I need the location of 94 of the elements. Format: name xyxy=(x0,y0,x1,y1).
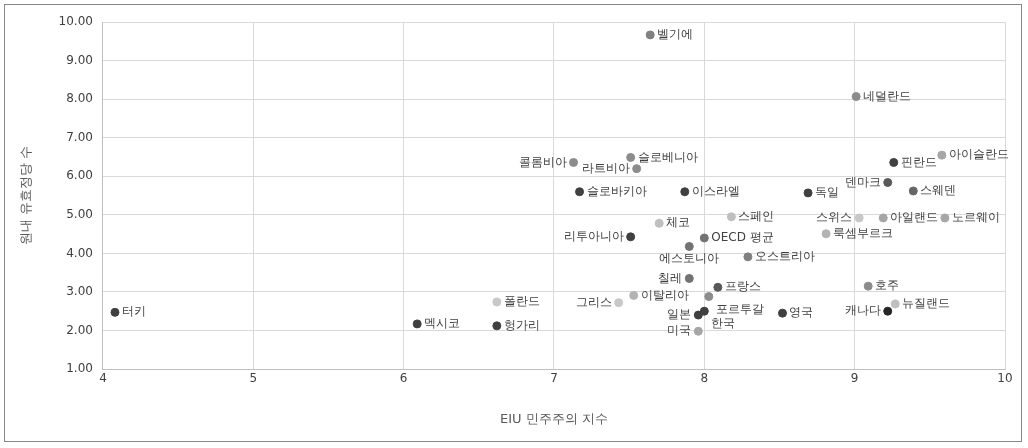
y-tick-label: 7.00 xyxy=(66,129,93,144)
annotation: 한국 xyxy=(711,316,736,331)
annotation: 터키 xyxy=(121,304,146,319)
point xyxy=(693,326,703,336)
point xyxy=(863,281,873,291)
annotation: 미국 xyxy=(667,323,692,338)
annotation: 벨기에 xyxy=(657,27,694,42)
annotation: 덴마크 xyxy=(844,174,881,189)
annotation: 폴란드 xyxy=(503,294,540,309)
point xyxy=(614,298,624,308)
annotation: 라트비아 xyxy=(581,160,630,175)
annotation: 노르웨이 xyxy=(951,210,1000,225)
annotation: 캐나다 xyxy=(844,303,881,318)
annotation: 리투아니아 xyxy=(563,228,624,243)
annotation: 프랑스 xyxy=(724,279,761,294)
point xyxy=(654,218,664,228)
point xyxy=(854,213,864,223)
y-tick-label: 10.00 xyxy=(58,14,93,29)
point xyxy=(626,232,636,242)
y-tick-label: 3.00 xyxy=(66,284,93,299)
point xyxy=(713,282,723,292)
point xyxy=(851,92,861,102)
point xyxy=(726,212,736,222)
y-tick-label: 5.00 xyxy=(66,206,93,221)
x-tick-label: 7 xyxy=(550,371,558,386)
annotation: 이탈리아 xyxy=(640,287,689,302)
point xyxy=(704,292,714,302)
x-tick-label: 8 xyxy=(700,371,709,386)
annotation: 독일 xyxy=(815,185,840,200)
annotation: 그리스 xyxy=(575,294,612,309)
point xyxy=(940,213,950,223)
annotation: 스페인 xyxy=(738,208,775,223)
point xyxy=(575,187,585,197)
point xyxy=(699,233,709,243)
point xyxy=(821,229,831,239)
x-tick-label: 6 xyxy=(399,371,408,386)
point xyxy=(110,307,120,317)
y-tick-label: 1.00 xyxy=(66,361,93,376)
x-tick-label: 9 xyxy=(850,371,859,386)
annotation: 에스토니아 xyxy=(659,251,720,266)
annotation: 슬로베니아 xyxy=(637,149,698,164)
point xyxy=(693,310,703,320)
annotation: 아이슬란드 xyxy=(948,147,1009,162)
point xyxy=(883,306,893,316)
point xyxy=(889,157,899,167)
annotation: 헝가리 xyxy=(503,317,540,332)
annotation: 호주 xyxy=(875,278,900,293)
annotation: 뉴질랜드 xyxy=(902,296,951,310)
annotation: 핀란드 xyxy=(900,154,937,169)
annotation: 스위스 xyxy=(816,210,853,225)
annotation: 콜롬비아 xyxy=(518,154,567,169)
annotation: 오스트리아 xyxy=(754,248,815,263)
point xyxy=(569,157,579,167)
x-tick-label: 10 xyxy=(997,371,1013,386)
point xyxy=(908,186,918,196)
point xyxy=(645,30,655,40)
point xyxy=(492,297,502,307)
annotation: 멕시코 xyxy=(424,316,461,331)
point xyxy=(883,178,893,187)
point xyxy=(803,188,813,198)
point xyxy=(492,321,502,331)
annotation: OECD 평균 xyxy=(711,230,774,245)
point xyxy=(743,252,753,262)
annotation: 체코 xyxy=(666,215,691,230)
point xyxy=(878,213,888,223)
x-axis-title: EIU 민주주의 지수 xyxy=(500,410,608,426)
annotation: 아일랜드 xyxy=(890,210,939,225)
point xyxy=(412,319,422,329)
point xyxy=(937,150,947,160)
annotation: 영국 xyxy=(789,305,814,320)
annotation: 포르투갈 xyxy=(715,301,764,316)
annotation: 스웨덴 xyxy=(920,183,957,198)
annotation: 이스라엘 xyxy=(691,183,740,198)
point xyxy=(684,273,694,283)
annotation: 일본 xyxy=(667,307,692,322)
y-tick-label: 2.00 xyxy=(66,322,93,337)
y-tick-label: 4.00 xyxy=(66,245,93,260)
point xyxy=(890,299,900,309)
x-tick-label: 5 xyxy=(249,371,258,386)
annotation: 슬로바키아 xyxy=(586,183,647,198)
point xyxy=(778,308,787,318)
x-tick-label: 4 xyxy=(99,371,107,386)
annotation: 네덜란드 xyxy=(863,88,912,103)
point xyxy=(629,290,639,300)
annotation: 칠레 xyxy=(658,270,683,285)
point xyxy=(680,187,690,197)
point xyxy=(626,152,636,162)
y-axis-title: 원내 유효정당 수 xyxy=(18,145,34,246)
annotation: 룩셈부르크 xyxy=(833,225,894,240)
y-tick-label: 9.00 xyxy=(66,52,93,67)
point xyxy=(684,241,694,251)
point xyxy=(632,164,642,174)
y-tick-label: 6.00 xyxy=(66,168,93,183)
y-tick-label: 8.00 xyxy=(66,91,93,106)
